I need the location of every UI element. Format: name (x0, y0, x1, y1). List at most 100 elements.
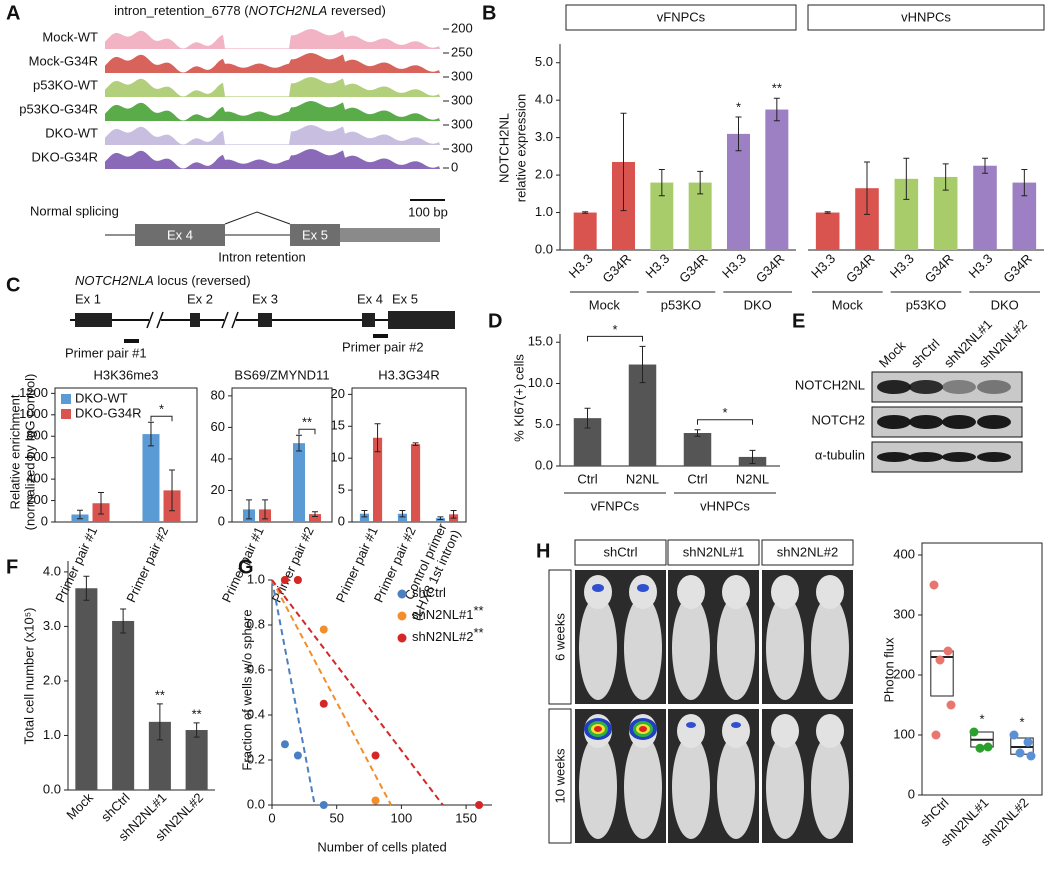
break-mark (221, 311, 239, 329)
y-axis-label: Fraction of wells w/o sphere (239, 609, 254, 770)
exon-label: Ex 5 (302, 227, 328, 242)
y-tick-label: 5.0 (535, 54, 553, 69)
band (909, 415, 943, 429)
y-axis-label: % KI67(+) cells (511, 354, 526, 442)
y-tick-label: 0.2 (247, 751, 265, 766)
exon (388, 311, 455, 329)
x-tick-label: H3.3 (566, 251, 596, 281)
mouse-head (771, 575, 799, 609)
track-label: p53KO-WT (33, 77, 98, 92)
error-bar (412, 442, 419, 446)
x-tick-label: 100 (391, 810, 413, 825)
track-scale: 250 (451, 44, 473, 59)
y-tick-label: 2.0 (535, 167, 553, 182)
point (319, 699, 328, 708)
error-bar (694, 429, 701, 437)
x-tick-label: shCtrl (98, 790, 133, 825)
lane-label: shCtrl (908, 336, 943, 371)
legend-annotation: ** (473, 603, 483, 618)
bar (359, 513, 369, 522)
column-header (574, 539, 667, 566)
exon-label: Ex 4 (357, 291, 383, 306)
x-tick-label: H3.3 (966, 251, 996, 281)
error-bar (76, 509, 83, 520)
coverage-track (105, 101, 440, 121)
primer-label: Primer pair #1 (65, 345, 147, 360)
lane-label: Mock (876, 338, 909, 371)
error-bar (582, 211, 589, 214)
error-bar (824, 211, 831, 214)
row-header-label: 10 weeks (552, 748, 567, 803)
x-tick-label: G34R (843, 251, 878, 286)
y-tick-label: 600 (26, 449, 48, 464)
x-axis-label: Number of cells plated (317, 839, 446, 854)
error-bar (399, 510, 406, 518)
y-tick-label: 200 (893, 666, 915, 681)
y-tick-label: 0.4 (247, 706, 265, 721)
x-tick-label: G34R (753, 251, 788, 286)
group-label: p53KO (661, 297, 701, 312)
mouse-body (717, 596, 755, 700)
primer (373, 334, 388, 338)
legend-name: shN2NL#2 (412, 629, 473, 644)
panel-label: E (792, 310, 805, 332)
significance-label: ** (192, 706, 202, 721)
coverage-track (105, 29, 440, 49)
bar (933, 176, 958, 250)
point (319, 801, 328, 809)
significance-label: * (159, 402, 164, 417)
exon (190, 313, 200, 327)
legend-label: DKO-WT (75, 390, 128, 405)
group-label: vHNPCs (700, 498, 750, 513)
x-tick-label: Primer pair #1 (219, 524, 267, 604)
coverage-track (105, 149, 440, 169)
legend-marker (397, 589, 407, 599)
y-tick-label: 0 (41, 513, 48, 528)
mouse-body (672, 596, 710, 700)
error-bar (296, 434, 302, 452)
track-scale: 300 (451, 68, 473, 83)
significance-label: ** (772, 81, 782, 96)
title-part: locus (reversed) (154, 273, 251, 288)
bar (185, 730, 208, 790)
significance-label: * (736, 99, 741, 114)
y-tick-label: 20 (211, 482, 225, 497)
bar (397, 513, 407, 522)
mouse-body (717, 735, 755, 839)
legend-swatch (61, 409, 71, 419)
y-tick-label: 5 (338, 482, 345, 497)
error-bar (658, 168, 665, 197)
error-bar (437, 516, 444, 520)
y-tick-label: 0.0 (535, 457, 553, 472)
row-header (548, 708, 572, 844)
coverage-track (105, 125, 440, 145)
significance-label: ** (155, 687, 165, 702)
error-bar (773, 97, 780, 122)
point (1009, 730, 1019, 740)
bar (112, 620, 135, 790)
panel-label: C (6, 274, 20, 296)
y-tick-label: 400 (26, 471, 48, 486)
y-tick-label: 800 (26, 428, 48, 443)
error-bar (246, 499, 252, 520)
plot-frame (351, 387, 467, 523)
error-bar (982, 157, 988, 174)
band (942, 380, 976, 394)
significance-label: ** (302, 415, 312, 430)
x-tick-label: Mock (63, 790, 96, 823)
bar (815, 212, 840, 250)
x-tick-label: H3.3 (808, 251, 838, 281)
bar (683, 433, 712, 466)
mouse-body (672, 735, 710, 839)
error-bar (584, 407, 591, 429)
row-label: NOTCH2 (812, 412, 865, 427)
band (977, 452, 1011, 462)
x-tick-label: Primer pair #2 (123, 524, 171, 604)
band (977, 380, 1011, 394)
legend-label: shCtrl (412, 585, 446, 600)
significance-label: * (1019, 714, 1024, 729)
scale-bar-label: 100 bp (408, 204, 448, 219)
y-axis-label: NOTCH2NL (496, 113, 511, 183)
signal (592, 584, 604, 592)
splice-arc (224, 211, 291, 225)
